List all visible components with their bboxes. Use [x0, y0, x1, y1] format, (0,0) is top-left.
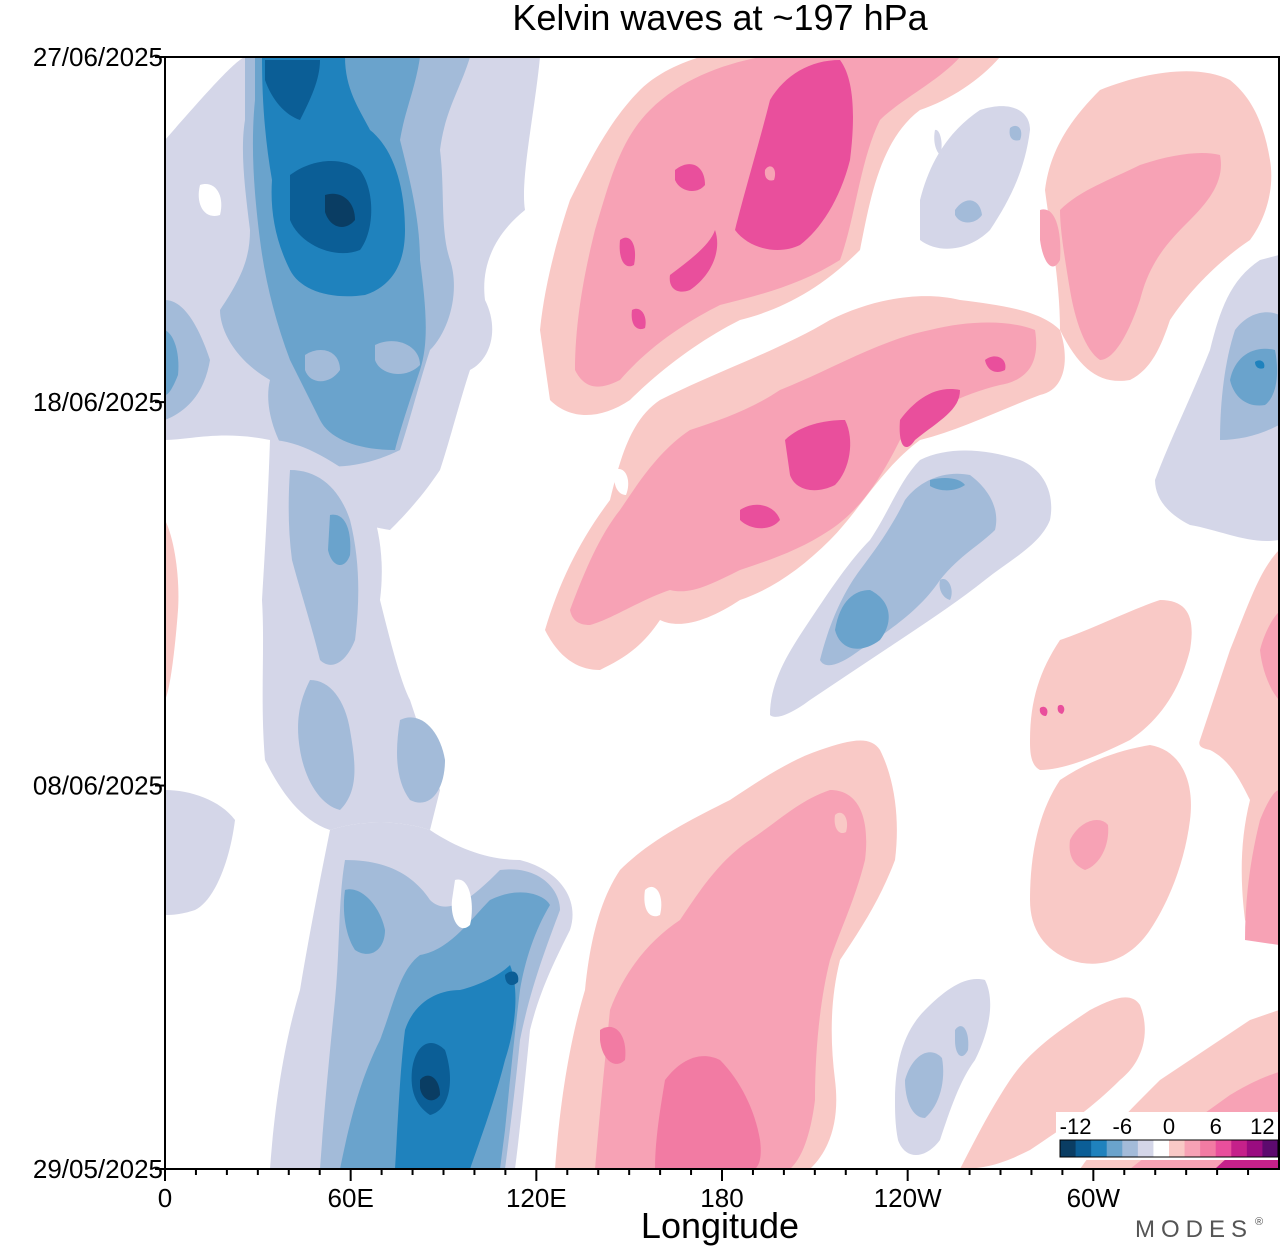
- colorbar-swatch: [1137, 1140, 1154, 1157]
- y-tick-label: 08/06/2025: [33, 771, 163, 801]
- positive-anomaly-lower: [555, 740, 897, 1169]
- negative-anomaly-southeast: [895, 979, 991, 1155]
- brand-mark: ®: [1255, 1216, 1263, 1228]
- negative-anomaly-middle: [770, 450, 1052, 717]
- colorbar-swatch: [1060, 1140, 1077, 1157]
- colorbar-swatch: [1200, 1140, 1217, 1157]
- x-tick-label: 60E: [328, 1183, 374, 1213]
- negative-anomaly-east-edge: [1155, 255, 1279, 542]
- colorbar-swatch: [1231, 1140, 1248, 1157]
- colorbar-tick-label: 12: [1250, 1114, 1274, 1139]
- x-tick-label: 120W: [874, 1183, 942, 1213]
- y-tick-label: 29/05/2025: [33, 1154, 163, 1184]
- colorbar-swatch: [1246, 1140, 1263, 1157]
- colorbar-swatch: [1091, 1140, 1108, 1157]
- colorbar-swatch: [1169, 1140, 1186, 1157]
- chart-title: Kelvin waves at ~197 hPa: [512, 0, 928, 38]
- negative-anomaly-column: [262, 440, 445, 830]
- positive-anomaly-east-upper: [1040, 71, 1272, 381]
- x-axis-label: Longitude: [641, 1205, 799, 1246]
- x-tick-label: 0: [158, 1183, 172, 1213]
- negative-anomaly-upper: [165, 57, 540, 530]
- colorbar-tick-label: -12: [1060, 1114, 1092, 1139]
- negative-anomaly-west-edge: [165, 300, 210, 420]
- brand-name: MODES: [1135, 1216, 1253, 1243]
- colorbar-swatch: [1262, 1140, 1279, 1157]
- colorbar-swatch: [1075, 1140, 1092, 1157]
- negative-anomaly-west-lower: [165, 520, 235, 915]
- y-tick-label: 27/06/2025: [33, 42, 163, 72]
- positive-anomaly-east-lower: [1030, 550, 1279, 964]
- brand-logo: MODES ®: [1135, 1216, 1263, 1243]
- colorbar-tick-label: 6: [1210, 1114, 1222, 1139]
- colorbar-tick-label: -6: [1113, 1114, 1133, 1139]
- colorbar-swatch: [1153, 1140, 1170, 1157]
- negative-anomaly-lower: [270, 822, 573, 1169]
- plot-area: [165, 57, 1279, 1169]
- x-tick-label: 120E: [506, 1183, 567, 1213]
- y-tick-label: 18/06/2025: [33, 387, 163, 417]
- colorbar-tick-label: 0: [1163, 1114, 1175, 1139]
- colorbar-swatch: [1215, 1140, 1232, 1157]
- x-tick-label: 60W: [1067, 1183, 1121, 1213]
- colorbar: -12 -6 0 6 12: [1056, 1112, 1280, 1160]
- colorbar-swatch: [1184, 1140, 1201, 1157]
- x-axis: 0 60E 120E 180 120W 60W: [158, 1169, 1250, 1213]
- colorbar-swatch: [1122, 1140, 1139, 1157]
- x-tick-label: 180: [700, 1183, 743, 1213]
- positive-anomaly-middle: [545, 296, 1065, 670]
- positive-anomaly-upper: [540, 57, 1000, 415]
- negative-anomaly-east-small: [920, 106, 1030, 249]
- colorbar-swatch: [1106, 1140, 1123, 1157]
- y-axis: 27/06/2025 18/06/2025 08/06/2025 29/05/2025: [33, 42, 165, 1184]
